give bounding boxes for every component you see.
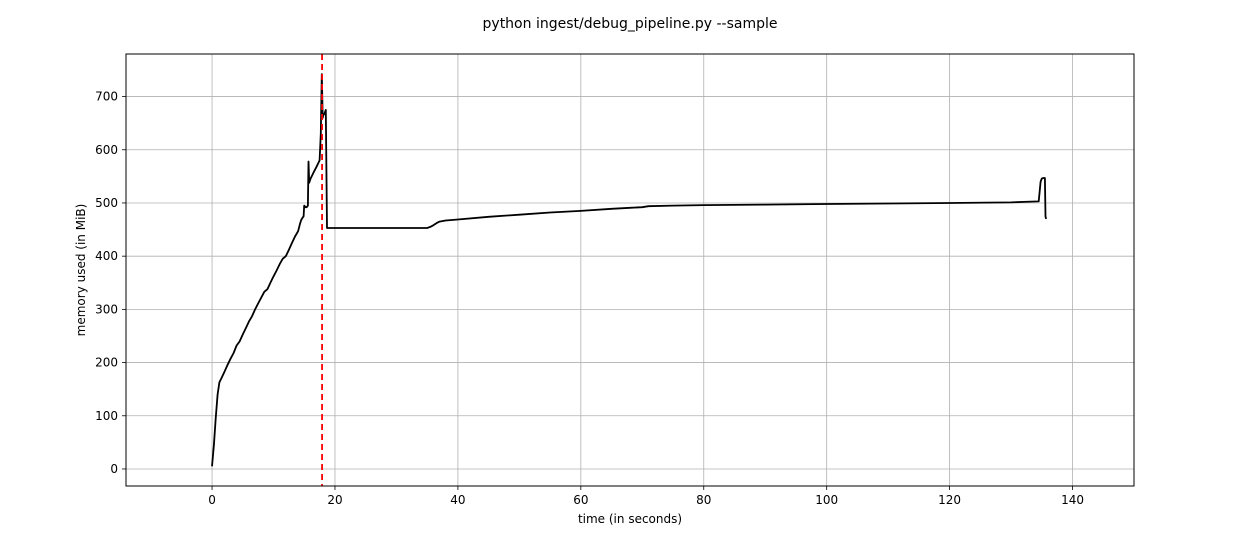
y-tick-label: 200	[95, 356, 118, 370]
x-tick-label: 120	[938, 493, 961, 507]
x-tick-label: 40	[450, 493, 465, 507]
y-tick-label: 300	[95, 302, 118, 316]
y-tick-label: 500	[95, 196, 118, 210]
x-tick-label: 100	[815, 493, 838, 507]
y-tick-label: 700	[95, 90, 118, 104]
x-tick-label: 80	[696, 493, 711, 507]
chart-title: python ingest/debug_pipeline.py --sample	[483, 16, 778, 32]
y-axis-label: memory used (in MiB)	[74, 204, 88, 337]
x-tick-label: 0	[208, 493, 216, 507]
plot-frame	[125, 53, 1135, 487]
plot-area	[211, 54, 1047, 486]
memory-series-line	[211, 73, 1047, 467]
y-tick-label: 400	[95, 249, 118, 263]
x-tick-label: 140	[1061, 493, 1084, 507]
y-tick-label: 600	[95, 143, 118, 157]
x-tick-label: 60	[573, 493, 588, 507]
x-tick-label: 20	[327, 493, 342, 507]
y-tick-label: 100	[95, 409, 118, 423]
y-tick-label: 0	[110, 462, 118, 476]
x-axis-label: time (in seconds)	[578, 512, 682, 526]
axis-ticks: 0 20 40 60 80 100 120 140 0 100 200 300 400 500 600 700	[95, 90, 1084, 507]
